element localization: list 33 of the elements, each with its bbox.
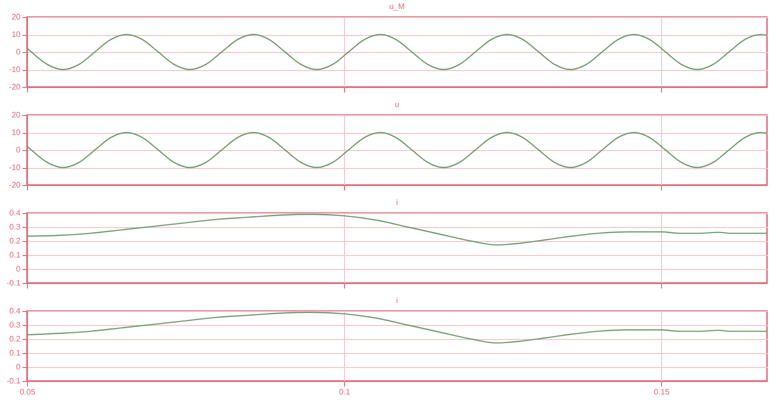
y-tick-label: 0: [16, 146, 22, 154]
y-tick-label: 0: [16, 362, 22, 372]
y-tick-label: 0.2: [9, 334, 22, 344]
y-tick-label: -10: [8, 65, 22, 74]
chart-title: u_M: [389, 2, 406, 11]
y-tick-label: 10: [12, 30, 22, 39]
y-tick-label: 20: [12, 110, 22, 120]
y-tick-label: 0.1: [9, 250, 22, 260]
line-series: [26, 132, 768, 168]
y-tick-label: 0.3: [9, 320, 22, 330]
y-tick-label: 0: [16, 264, 22, 274]
y-tick-label: 0.1: [9, 348, 22, 358]
y-tick-label: 0.2: [9, 236, 22, 246]
y-tick-label: -10: [8, 163, 22, 172]
y-tick-label: 10: [12, 128, 22, 137]
x-tick-label: 0.05: [20, 388, 36, 396]
chart-title: i: [396, 198, 398, 207]
y-tick-label: 0.4: [9, 306, 22, 316]
line-series: [26, 312, 768, 344]
y-tick-label: 0.3: [9, 222, 22, 232]
x-tick-label: 0.15: [654, 388, 670, 396]
y-tick-label: -0.1: [6, 278, 22, 288]
y-tick-label: 20: [12, 12, 22, 22]
y-tick-label: -0.1: [6, 376, 22, 386]
line-series: [26, 214, 768, 246]
y-tick-label: 0: [16, 48, 22, 56]
x-tick-label: 0.1: [338, 388, 351, 396]
y-tick-label: 0.4: [9, 208, 22, 218]
y-tick-label: -20: [8, 180, 22, 190]
chart-title: i: [396, 296, 398, 305]
chart-title: u: [394, 100, 400, 109]
y-tick-label: -20: [8, 82, 22, 92]
line-series: [26, 34, 768, 70]
